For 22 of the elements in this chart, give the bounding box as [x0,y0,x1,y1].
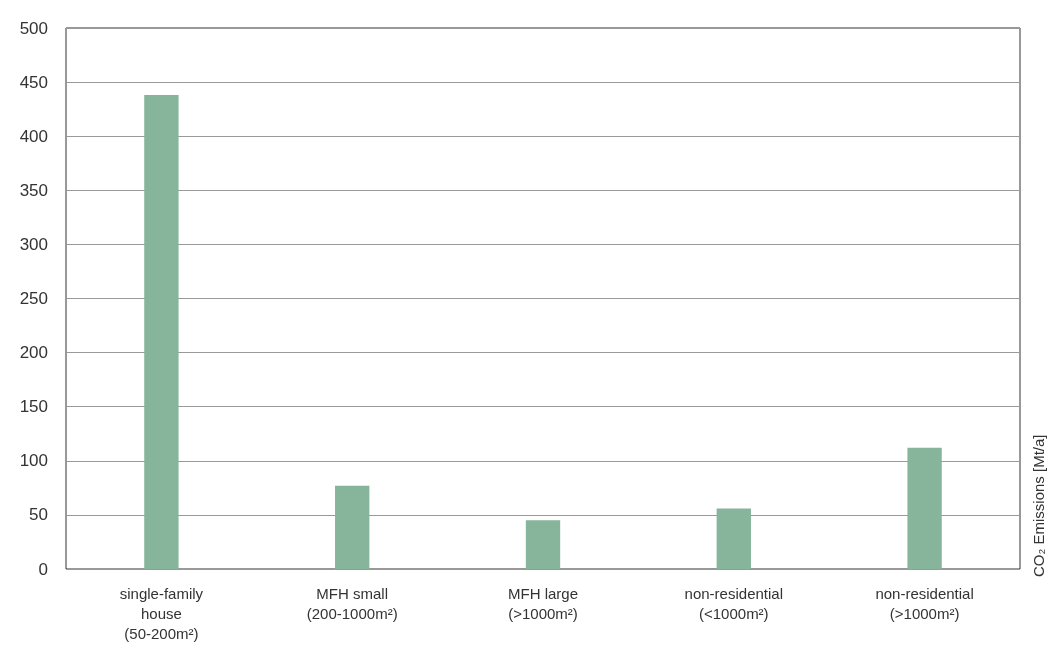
x-tick-label: single-family house (50-200m²) [119,584,204,642]
x-tick-label: non-residential (>1000m²) [875,584,974,622]
y-axis-title: CO₂ Emissions [Mt/a] [1029,434,1047,577]
y-tick-label: 300 [19,234,48,254]
bar [716,508,751,569]
y-tick-label: 400 [19,126,48,146]
y-tick-label: 0 [38,559,48,579]
y-tick-label: 450 [19,72,48,92]
y-tick-label: 200 [19,343,48,363]
y-tick-label: 250 [19,289,48,308]
y-tick-label: 100 [19,451,48,471]
bar [335,485,370,569]
y-tick-label: 50 [29,505,48,525]
y-tick-label: 500 [19,18,48,38]
bar [525,520,561,569]
x-tick-label: MFH large (>1000m²) [507,584,579,622]
bar [144,95,179,569]
bar [907,447,942,569]
x-tick-label: MFH small (200-1000m²) [306,584,398,622]
x-tick-label: non-residential (<1000m²) [684,584,783,622]
y-tick-label: 150 [19,397,48,417]
y-tick-label: 350 [19,180,48,200]
